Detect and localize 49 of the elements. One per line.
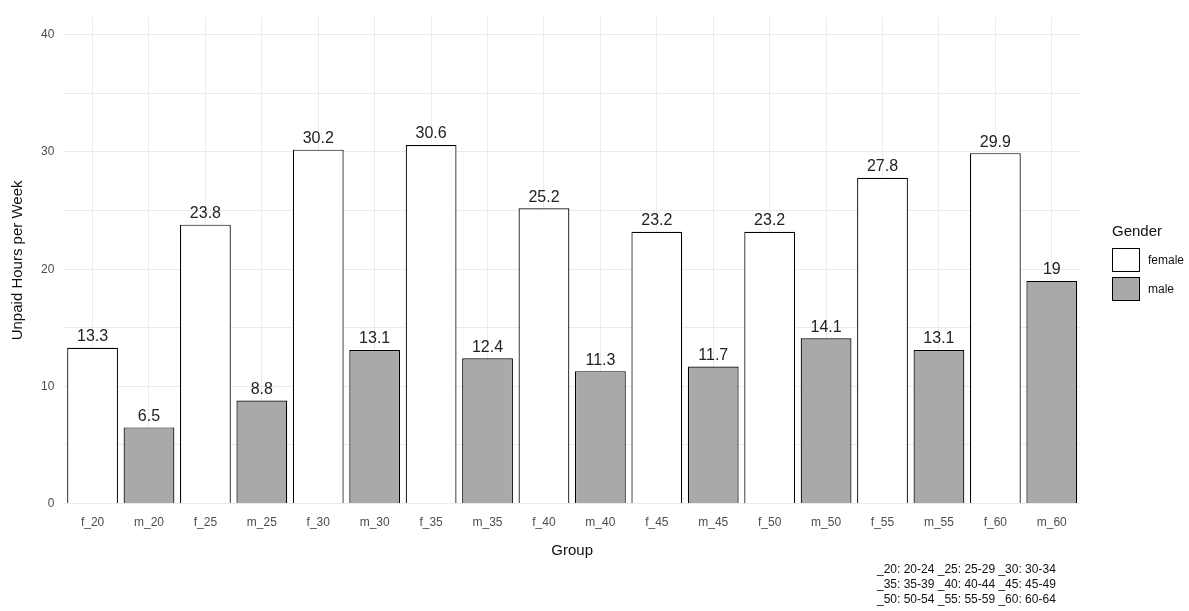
data-label: 23.2 [754, 211, 786, 229]
x-tick-label: f_40 [532, 515, 556, 530]
text: _35: 35-39 _40: 40-44 _45: 45-49 [877, 577, 1056, 592]
x-tick-label: f_30 [306, 515, 331, 530]
text: _20: 20-24 _25: 25-29 _30: 30-34 [877, 562, 1056, 577]
x-tick-label: f_35 [419, 515, 444, 530]
data-label: 29.9 [979, 132, 1012, 150]
data-label: 19 [1042, 260, 1061, 278]
x-tick-label: f_20 [80, 515, 105, 530]
legend-label: male [1148, 281, 1175, 296]
x-tick-label: f_45 [645, 515, 669, 530]
text: female [1148, 252, 1185, 267]
text: _50: 50-54 _55: 55-59 _60: 60-64 [877, 592, 1056, 607]
x-tick-label: m_60 [1036, 515, 1068, 530]
data-label: 23.8 [189, 204, 222, 222]
data-label: 27.8 [866, 157, 899, 175]
y-tick-label: 10 [40, 378, 55, 393]
data-label: 30.6 [415, 124, 447, 142]
x-tick-label: m_45 [698, 515, 729, 530]
y-tick-label: 0 [47, 495, 55, 510]
x-tick-label: f_50 [757, 515, 782, 530]
legend-title: Gender [1112, 222, 1164, 239]
data-label: 8.8 [250, 379, 274, 397]
data-label: 6.5 [137, 406, 161, 424]
x-tick-label: f_55 [870, 515, 895, 530]
x-axis-title: Group [551, 541, 594, 559]
data-label: 13.1 [923, 329, 955, 347]
x-tick-label: m_20 [133, 515, 165, 530]
data-label: 11.3 [585, 350, 616, 368]
x-tick-label: m_30 [359, 515, 391, 530]
data-label: 30.2 [302, 129, 334, 147]
data-label: 11.7 [698, 345, 729, 363]
data-label: 25.2 [528, 187, 560, 205]
x-tick-label: m_50 [811, 515, 842, 530]
data-label: 13.1 [359, 329, 391, 347]
y-tick-label: 20 [40, 261, 55, 276]
x-tick-label: m_40 [585, 515, 616, 530]
data-label: 13.3 [76, 327, 109, 345]
y-axis-title: Unpaid Hours per Week [8, 180, 26, 341]
data-label: 23.2 [641, 211, 673, 229]
y-tick-label: 40 [40, 27, 55, 42]
y-tick-label: 30 [40, 144, 55, 159]
data-label: 14.1 [810, 317, 842, 335]
x-tick-label: f_25 [193, 515, 218, 530]
x-tick-label: m_35 [472, 515, 503, 530]
x-tick-label: f_60 [983, 515, 1008, 530]
x-tick-label: m_55 [923, 515, 955, 530]
x-tick-label: m_25 [246, 515, 278, 530]
data-label: 12.4 [471, 337, 504, 355]
